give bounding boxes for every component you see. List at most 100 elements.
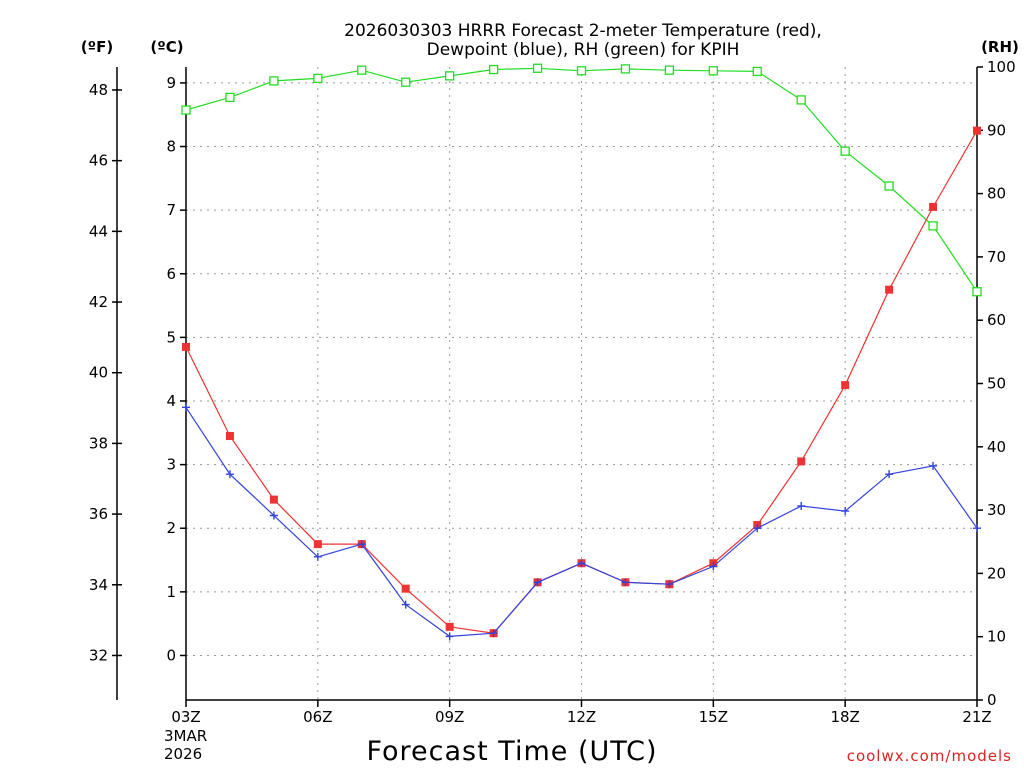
x-axis-title: Forecast Time (UTC) <box>366 736 657 767</box>
chart-title-line1: 2026030303 HRRR Forecast 2-meter Tempera… <box>344 21 822 41</box>
temperature-point <box>313 540 322 549</box>
celsius-tick-label: 2 <box>166 519 176 537</box>
temperature-point <box>973 126 981 135</box>
chart-title-line2: Dewpoint (blue), RH (green) for KPIH <box>427 40 740 60</box>
grid-lines <box>186 67 977 700</box>
temperature-point <box>445 622 454 631</box>
fahrenheit-tick-label: 32 <box>89 646 108 664</box>
rh-point <box>532 63 543 73</box>
celsius-tick-label: 1 <box>166 583 176 601</box>
rh-tick-label: 60 <box>987 311 1006 329</box>
dewpoint-point <box>577 559 586 568</box>
x-tick-label: 03Z <box>171 708 200 726</box>
temperature-point <box>401 584 410 593</box>
rh-tick-label: 40 <box>987 438 1006 456</box>
temperature-point <box>797 457 806 466</box>
dewpoint-point <box>445 632 454 641</box>
rh-tick-label: 70 <box>987 248 1006 266</box>
temperature-point <box>841 381 850 390</box>
celsius-tick-label: 0 <box>166 646 176 664</box>
fahrenheit-tick-label: 36 <box>89 505 108 523</box>
rh-point <box>181 105 191 115</box>
fahrenheit-tick-label: 42 <box>89 293 108 311</box>
fahrenheit-tick-label: 40 <box>89 364 108 382</box>
dewpoint-point <box>753 524 762 533</box>
axis-ticks-and-labels: 03Z 06Z 09Z 12Z 15Z 18Z 21Z0123456789323436384… <box>89 58 1016 726</box>
dewpoint-point <box>797 501 806 510</box>
rh-tick-label: 100 <box>987 58 1016 76</box>
rh-tick-label: 10 <box>987 628 1006 646</box>
rh-unit-label: (RH) <box>981 38 1019 56</box>
celsius-tick-label: 7 <box>166 201 176 219</box>
rh-point <box>752 66 762 77</box>
rh-point <box>884 181 894 191</box>
temperature-point <box>269 495 278 504</box>
temperature-point <box>225 431 234 440</box>
rh-tick-label: 30 <box>987 501 1006 519</box>
dewpoint-point <box>841 507 850 516</box>
x-tick-label: 12Z <box>567 708 596 726</box>
dewpoint-point <box>182 403 190 412</box>
dewpoint-point <box>885 470 894 479</box>
celsius-tick-label: 3 <box>166 456 176 474</box>
rh-tick-label: 80 <box>987 185 1006 203</box>
rh-tick-label: 90 <box>987 121 1006 139</box>
celsius-unit-label: (ºC) <box>150 38 183 56</box>
rh-point <box>313 73 323 84</box>
fahrenheit-unit-label: (ºF) <box>81 38 113 56</box>
temperature-point <box>929 202 938 211</box>
rh-point <box>225 92 235 103</box>
fahrenheit-tick-label: 34 <box>89 576 108 594</box>
rh-tick-label: 0 <box>987 691 997 709</box>
fahrenheit-tick-label: 48 <box>89 81 108 99</box>
fahrenheit-tick-label: 38 <box>89 434 108 452</box>
rh-point <box>972 287 982 297</box>
celsius-tick-label: 9 <box>166 74 176 92</box>
date-label-year: 2026 <box>164 745 202 763</box>
dewpoint-point <box>929 461 938 470</box>
rh-tick-label: 50 <box>987 375 1006 393</box>
rh-point <box>269 76 279 86</box>
rh-point <box>708 66 718 76</box>
fahrenheit-tick-label: 44 <box>89 222 108 240</box>
dewpoint-point <box>313 552 322 561</box>
celsius-tick-label: 5 <box>166 328 176 346</box>
dewpoint-point <box>709 562 718 571</box>
dewpoint-point <box>225 470 234 479</box>
celsius-tick-label: 4 <box>166 392 176 410</box>
rh-point <box>620 64 631 74</box>
dewpoint-point <box>269 511 278 520</box>
fahrenheit-tick-label: 46 <box>89 152 108 170</box>
dewpoint-point <box>621 578 630 587</box>
rh-point <box>796 95 806 105</box>
rh-point <box>401 77 411 87</box>
rh-point <box>488 64 499 75</box>
dewpoint-point <box>533 578 542 587</box>
celsius-tick-label: 8 <box>166 138 176 156</box>
date-label-day: 3MAR <box>164 727 207 745</box>
dewpoint-point <box>489 629 498 638</box>
rh-point <box>664 65 675 75</box>
rh-point <box>840 146 850 156</box>
rh-point <box>445 71 455 81</box>
rh-point <box>357 65 367 75</box>
rh-tick-label: 20 <box>987 564 1006 582</box>
dewpoint-point <box>665 580 674 589</box>
dewpoint-point <box>357 540 366 549</box>
rh-point <box>576 66 587 76</box>
x-tick-label: 15Z <box>699 708 728 726</box>
rh-point <box>928 221 938 231</box>
x-tick-label: 06Z <box>303 708 332 726</box>
dewpoint-point <box>401 600 410 609</box>
celsius-tick-label: 6 <box>166 265 176 283</box>
x-tick-label: 09Z <box>435 708 464 726</box>
dewpoint-line <box>185 407 978 638</box>
data-series <box>181 63 982 641</box>
credit-link[interactable]: coolwx.com/models <box>847 747 1012 765</box>
x-tick-label: 21Z <box>962 708 991 726</box>
dewpoint-point <box>973 524 981 533</box>
x-tick-label: 18Z <box>830 708 859 726</box>
temperature-point <box>885 285 894 294</box>
temperature-point <box>182 342 190 351</box>
